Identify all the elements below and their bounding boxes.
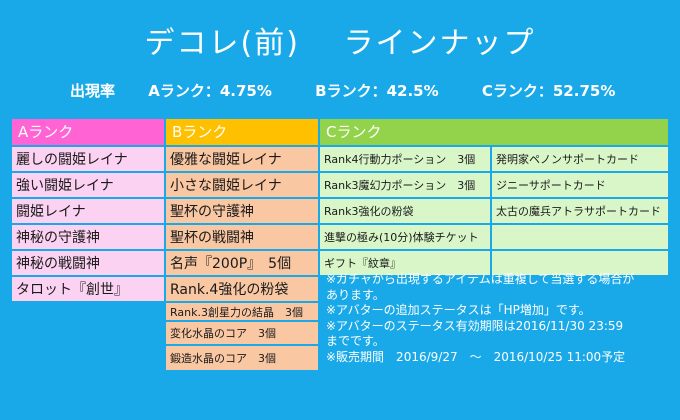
c-item: 太古の魔兵アトラサポートカード (492, 199, 668, 223)
rate-a: Aランク：4.75% (148, 82, 272, 100)
notes: ※ガチャから出現するアイテムは重複して当選する場合が あります。 ※アバターの追… (326, 272, 670, 365)
drop-rates: 出現率 Aランク：4.75% Bランク：42.5% Cランク：52.75% (70, 80, 650, 101)
a-item: 強い闘姫レイナ (12, 173, 164, 197)
b-item: 小さな闘姫レイナ (166, 173, 318, 197)
a-item: 神秘の守護神 (12, 225, 164, 249)
b-item: Rank.4強化の粉袋 (166, 277, 318, 301)
c-item: 発明家ペノンサポートカード (492, 147, 668, 171)
b-item: 変化水晶のコア 3個 (166, 322, 318, 344)
header-rank-b: Bランク (166, 119, 318, 145)
header-rank-c: Cランク (320, 119, 668, 145)
a-item: 神秘の戦闘神 (12, 251, 164, 275)
note-line: までです。 (326, 334, 385, 348)
note-line: ※販売期間 2016/9/27 ～ 2016/10/25 11:00予定 (326, 349, 626, 364)
a-item: 闘姫レイナ (12, 199, 164, 223)
b-item: 聖杯の守護神 (166, 199, 318, 223)
c-item: Rank3魔幻力ポーション 3個 (320, 173, 490, 197)
rate-c: Cランク：52.75% (481, 82, 616, 100)
b-item: 鍛造水晶のコア 3個 (166, 346, 318, 370)
c-item: ギフト『紋章』 (320, 251, 490, 275)
page-title: デコレ(前) ラインナップ (144, 26, 536, 61)
note-line: ※アバターのステータス有効期限は2016/11/30 23:59 (326, 318, 624, 333)
b-item: 名声『200P』 5個 (166, 251, 318, 275)
b-item: Rank.3創星力の結晶 3個 (166, 303, 318, 320)
c-item: 進撃の極み(10分)体験チケット (320, 225, 490, 249)
note-line: ※アバターの追加ステータスは「HP増加」です。 (326, 303, 591, 317)
a-item: 麗しの闘姫レイナ (12, 147, 164, 171)
rate-b: Bランク：42.5% (315, 82, 439, 100)
note-line: あります。 (326, 287, 385, 302)
header-rank-a: Aランク (12, 119, 164, 145)
b-item: 優雅な闘姫レイナ (166, 147, 318, 171)
c-item: ジニーサポートカード (492, 173, 668, 197)
c-item-empty (492, 251, 668, 275)
c-item: Rank4行動力ポーション 3個 (320, 147, 490, 171)
b-item: 聖杯の戦闘神 (166, 225, 318, 249)
rate-label: 出現率 (70, 82, 116, 100)
c-item-empty (492, 225, 668, 249)
c-item: Rank3強化の粉袋 (320, 199, 490, 223)
a-item: タロット『創世』 (12, 277, 164, 301)
note-line: ※ガチャから出現するアイテムは重複して当選する場合が (326, 272, 635, 286)
